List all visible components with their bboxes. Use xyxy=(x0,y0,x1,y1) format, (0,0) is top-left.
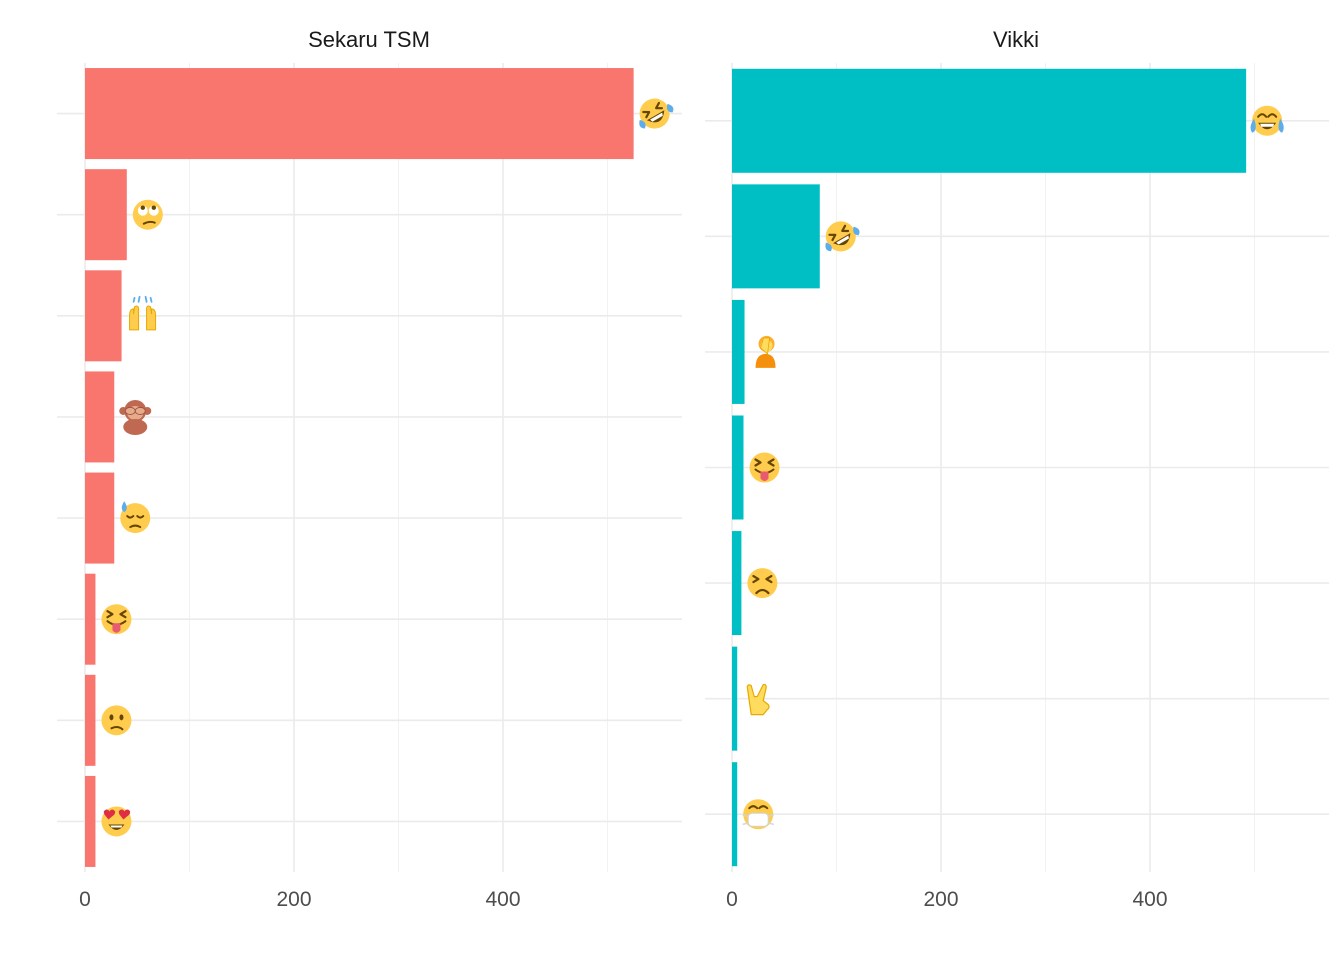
bar-squinting-face-with-tongue xyxy=(85,573,96,665)
emoji-face xyxy=(132,199,163,230)
emoji-labels xyxy=(742,105,1284,830)
emoji-face xyxy=(101,705,132,736)
bar-rolling-on-floor-laughing xyxy=(85,68,634,160)
bar-see-no-evil-monkey xyxy=(85,371,115,463)
squinting-face-with-tongue-icon xyxy=(101,604,132,635)
x-tick-label: 400 xyxy=(485,888,520,911)
panel-title-vikki: Vikki xyxy=(993,27,1039,52)
squinting-face-with-tongue-icon xyxy=(749,452,780,483)
x-tick-labels: 0 200 400 xyxy=(79,888,520,911)
bars xyxy=(85,68,634,867)
panel-title-sekaru-tsm: Sekaru TSM xyxy=(308,27,430,52)
emoji-face xyxy=(1252,105,1283,136)
rolling-on-floor-laughing-icon xyxy=(639,98,674,129)
bars xyxy=(732,68,1247,867)
bar-confused-face xyxy=(85,674,96,766)
bar-persevering-face xyxy=(732,531,742,636)
bar-face-with-medical-mask xyxy=(732,762,738,867)
face-with-rolling-eyes-icon xyxy=(132,199,163,230)
see-no-evil-monkey-icon xyxy=(119,399,152,435)
rolling-on-floor-laughing-icon xyxy=(825,221,860,252)
x-tick-label: 400 xyxy=(1132,888,1167,911)
raising-hands-icon xyxy=(129,295,157,331)
bar-person-facepalming xyxy=(732,299,745,404)
x-tick-label: 200 xyxy=(923,888,958,911)
bar-face-with-tears-of-joy xyxy=(732,68,1247,173)
emoji-face xyxy=(825,221,856,252)
smiling-face-with-heart-eyes-icon xyxy=(101,806,132,837)
emoji-face xyxy=(639,98,670,129)
panel-sekaru-tsm: Sekaru TSM 0 200 400 xyxy=(57,27,682,911)
person-facepalming-icon xyxy=(755,335,776,368)
bar-raising-hands xyxy=(85,270,122,362)
persevering-face-icon xyxy=(747,568,778,599)
sign-of-the-horns-icon xyxy=(746,683,770,716)
face-with-medical-mask-icon xyxy=(742,799,774,830)
x-tick-label: 200 xyxy=(276,888,311,911)
emoji-face xyxy=(120,503,151,534)
bar-smiling-face-with-heart-eyes xyxy=(85,775,96,867)
gridlines xyxy=(57,63,682,872)
downcast-face-with-sweat-icon xyxy=(120,501,151,534)
x-tick-label: 0 xyxy=(726,888,738,911)
bar-rolling-on-floor-laughing xyxy=(732,184,820,289)
emoji-face xyxy=(747,568,778,599)
x-tick-label: 0 xyxy=(79,888,91,911)
bar-downcast-face-with-sweat xyxy=(85,472,115,564)
bar-squinting-face-with-tongue xyxy=(732,415,744,520)
bar-face-with-rolling-eyes xyxy=(85,169,127,261)
bar-sign-of-the-horns xyxy=(732,646,738,751)
confused-face-icon xyxy=(101,705,132,736)
face-with-tears-of-joy-icon xyxy=(1250,105,1284,136)
emoji-labels xyxy=(101,98,674,837)
x-tick-labels: 0 200 400 xyxy=(726,888,1167,911)
panel-vikki: Vikki 0 200 400 xyxy=(705,27,1329,911)
